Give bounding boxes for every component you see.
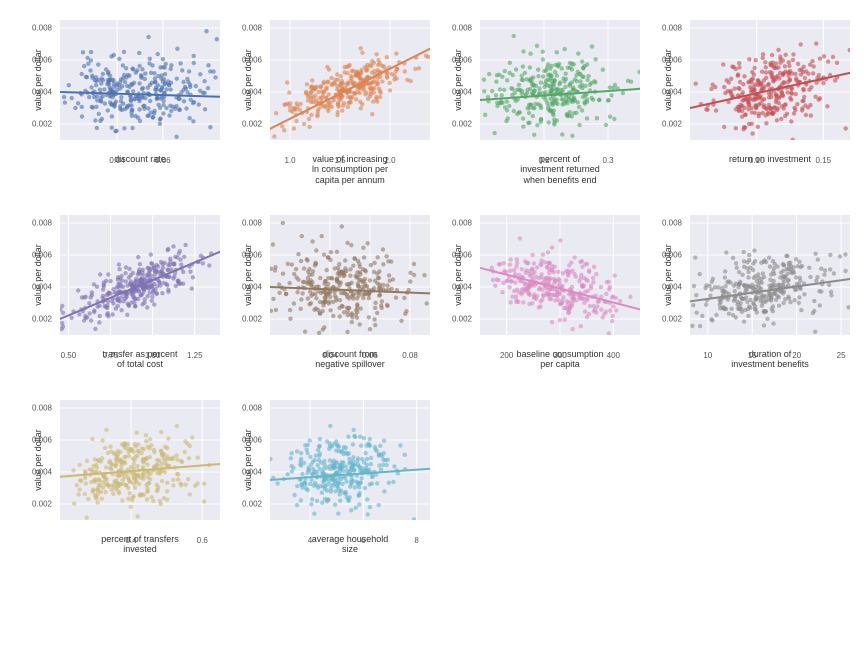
xtick-label: 0.08: [402, 351, 418, 360]
scatter-panel: 0.0020.0040.0060.008468value per dollar a…: [230, 400, 430, 555]
scatter-panel: 0.0020.0040.0060.0080.40.6value per doll…: [20, 400, 220, 555]
xtick-label: 0.4: [126, 536, 137, 545]
scatter-panel: 0.0020.0040.0060.00810152025value per do…: [650, 215, 850, 370]
y-axis-label: value per dollar: [243, 49, 253, 111]
xtick-label: 20: [792, 351, 801, 360]
y-axis-label: value per dollar: [33, 429, 43, 491]
xtick-label: 25: [837, 351, 846, 360]
scatter-svg: [690, 215, 850, 335]
scatter-svg: [60, 215, 220, 335]
scatter-panel: 0.0020.0040.0060.0081.01.52.0value per d…: [230, 20, 430, 185]
scatter-panel: 0.0020.0040.0060.0080.100.15value per do…: [650, 20, 850, 185]
scatter-svg: [270, 400, 430, 520]
y-axis-label: value per dollar: [453, 49, 463, 111]
xtick-label: 2.0: [384, 156, 395, 165]
x-axis-label: percent ofinvestment returnedwhen benefi…: [480, 154, 640, 185]
xtick-label: 4: [308, 536, 312, 545]
plot-area: 0.0020.0040.0060.0080.20.3value per doll…: [480, 20, 640, 140]
xtick-label: 0.50: [61, 351, 77, 360]
plot-area: 0.0020.0040.0060.0080.040.060.08value pe…: [270, 215, 430, 335]
scatter-svg: [60, 20, 220, 140]
xtick-label: 10: [703, 351, 712, 360]
scatter-panel: 0.0020.0040.0060.0080.040.06value per do…: [20, 20, 220, 185]
plot-area: 0.0020.0040.0060.00810152025value per do…: [690, 215, 850, 335]
xtick-label: 200: [500, 351, 513, 360]
y-axis-label: value per dollar: [243, 244, 253, 306]
xtick-label: 15: [748, 351, 757, 360]
xtick-label: 0.75: [103, 351, 119, 360]
plot-area: 0.0020.0040.0060.0081.01.52.0value per d…: [270, 20, 430, 140]
xtick-label: 0.3: [602, 156, 613, 165]
xtick-label: 300: [553, 351, 566, 360]
xtick-label: 0.15: [816, 156, 832, 165]
y-axis-label: value per dollar: [663, 244, 673, 306]
plot-area: 0.0020.0040.0060.0080.40.6value per doll…: [60, 400, 220, 520]
scatter-panel: 0.0020.0040.0060.0080.500.751.001.25valu…: [20, 215, 220, 370]
plot-area: 0.0020.0040.0060.008200300400value per d…: [480, 215, 640, 335]
scatter-svg: [480, 215, 640, 335]
xtick-label: 0.04: [322, 351, 338, 360]
scatter-svg: [60, 400, 220, 520]
xtick-label: 400: [607, 351, 620, 360]
xtick-label: 0.06: [155, 156, 171, 165]
xtick-label: 1.25: [187, 351, 203, 360]
xtick-label: 0.2: [538, 156, 549, 165]
y-axis-label: value per dollar: [243, 429, 253, 491]
xtick-label: 0.6: [197, 536, 208, 545]
scatter-panel: 0.0020.0040.0060.0080.20.3value per doll…: [440, 20, 640, 185]
y-axis-label: value per dollar: [663, 49, 673, 111]
xtick-label: 1.00: [145, 351, 161, 360]
plot-area: 0.0020.0040.0060.008468value per dollar: [270, 400, 430, 520]
scatter-svg: [270, 215, 430, 335]
y-axis-label: value per dollar: [33, 244, 43, 306]
scatter-svg: [690, 20, 850, 140]
x-axis-label: average householdsize: [270, 534, 430, 555]
scatter-panel: 0.0020.0040.0060.0080.040.060.08value pe…: [230, 215, 430, 370]
x-axis-label: duration ofinvestment benefits: [690, 349, 850, 370]
xtick-label: 8: [414, 536, 418, 545]
x-axis-label: discount rate: [60, 154, 220, 164]
scatter-grid: 0.0020.0040.0060.0080.040.06value per do…: [20, 20, 860, 554]
y-axis-label: value per dollar: [453, 244, 463, 306]
plot-area: 0.0020.0040.0060.0080.500.751.001.25valu…: [60, 215, 220, 335]
xtick-label: 0.04: [109, 156, 125, 165]
xtick-label: 6: [361, 536, 365, 545]
xtick-label: 0.06: [362, 351, 378, 360]
scatter-svg: [270, 20, 430, 140]
scatter-svg: [480, 20, 640, 140]
xtick-label: 1.0: [284, 156, 295, 165]
scatter-panel: 0.0020.0040.0060.008200300400value per d…: [440, 215, 640, 370]
xtick-label: 1.5: [334, 156, 345, 165]
y-axis-label: value per dollar: [33, 49, 43, 111]
plot-area: 0.0020.0040.0060.0080.040.06value per do…: [60, 20, 220, 140]
plot-area: 0.0020.0040.0060.0080.100.15value per do…: [690, 20, 850, 140]
xtick-label: 0.10: [749, 156, 765, 165]
